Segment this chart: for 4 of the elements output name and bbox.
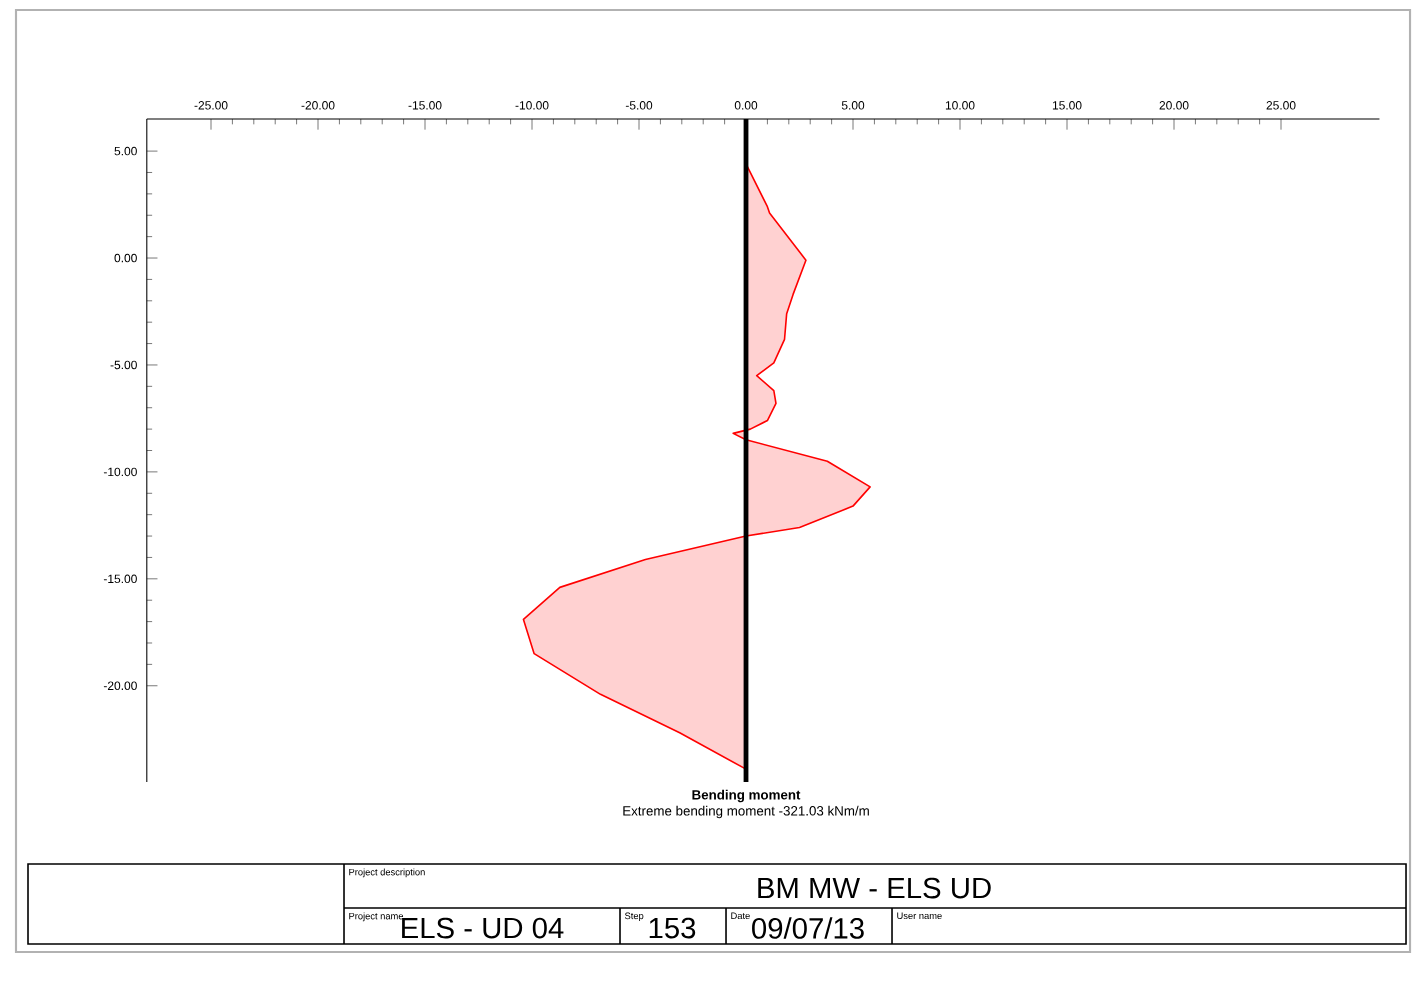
text: ELS - UD 04 (402, 917, 564, 939)
text: 153 (649, 917, 696, 939)
text: BM MW - ELS UD (758, 877, 991, 899)
text: 09/07/13 (752, 917, 864, 939)
